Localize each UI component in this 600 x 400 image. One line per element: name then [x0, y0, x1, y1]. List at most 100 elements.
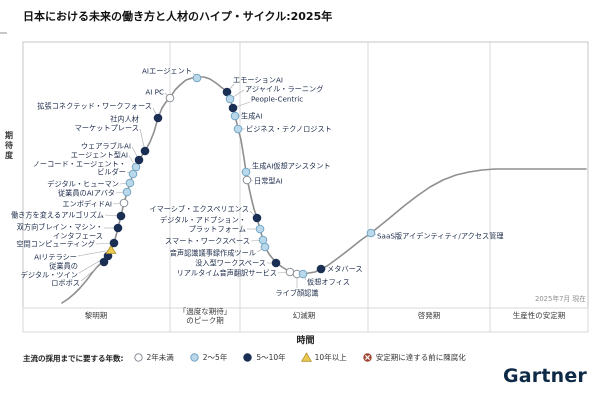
point-label: ビジネス・テクノロジスト — [246, 125, 332, 134]
point-marker-triangle — [105, 244, 117, 254]
point-marker — [109, 238, 119, 248]
point-label: エージェント型AI — [71, 151, 128, 160]
point-label: 拡張コネクテッド・ワークフォース — [37, 102, 152, 111]
phase-label: 黎明期 — [85, 310, 108, 320]
chart-title: 日本における未来の働き方と人材のハイプ・サイクル:2025年 — [23, 10, 333, 23]
legend-item-2to5: 2〜5年 — [189, 352, 228, 363]
point-marker — [271, 258, 281, 268]
point-label: AI PC — [145, 88, 164, 97]
as-of-date: 2025年7月 現在 — [535, 294, 586, 303]
point-marker — [252, 213, 262, 223]
point-label: 社内人材 — [110, 115, 139, 124]
point-label: エモーションAI — [233, 76, 283, 85]
point-label: デジタル・ヒューマン — [47, 180, 119, 189]
point-marker — [316, 264, 326, 274]
point-label: ビルダー — [97, 168, 126, 177]
point-marker — [99, 257, 109, 267]
phase-strip — [22, 307, 589, 333]
legend-item-5to10: 5〜10年 — [242, 352, 286, 363]
legend-swatch-5to10-icon — [243, 353, 253, 362]
point-marker — [153, 113, 163, 123]
y-axis-label: 度 — [5, 150, 14, 160]
point-label: デジタル・アドプション・ — [160, 216, 246, 225]
point-marker — [225, 94, 235, 104]
legend-item-lt2: 2年未満 — [133, 352, 174, 363]
phase-label: 幻滅期 — [293, 310, 316, 320]
point-label: People-Centric — [251, 95, 303, 104]
point-marker — [228, 103, 238, 113]
legend-item-obsolete: 安定期に達する前に陳腐化 — [362, 352, 466, 363]
point-marker — [140, 146, 150, 156]
hype-cycle-chart: 黎明期 「過度な期待」のピーク期 幻滅期 啓発期 生産性の安定期 2025年7月 現在 期待… — [0, 32, 589, 346]
point-marker — [119, 198, 129, 208]
circle-glyph — [133, 353, 143, 362]
point-label: ウェアラブルAI — [81, 142, 131, 151]
phase-label: 「過度な期待」 — [179, 306, 232, 316]
point-label: 双方向ブレイン・マシン・ — [17, 223, 103, 232]
point-marker — [260, 242, 270, 252]
point-label: インタフェース — [53, 232, 103, 241]
point-marker — [255, 224, 265, 234]
point-marker — [192, 73, 202, 83]
point-label: 働き方を変えるアルゴリズム — [11, 211, 104, 220]
point-marker — [230, 111, 240, 121]
point-marker — [134, 155, 144, 165]
point-marker — [113, 223, 123, 233]
point-label: ライブ顔認識 — [275, 289, 318, 298]
point-marker — [258, 235, 268, 245]
legend-label: 10年以上 — [314, 353, 347, 362]
legend-swatch-lt2-icon — [133, 353, 143, 362]
circle-glyph — [190, 353, 199, 362]
point-label: AIエージェント — [142, 67, 192, 76]
point-marker — [233, 124, 243, 134]
point-label: 音声認識議事録作成ツール — [170, 249, 256, 258]
point-marker — [116, 211, 126, 221]
point-label: 生成AI — [241, 112, 262, 121]
legend-title: 主流の採用までに要する年数: — [23, 354, 124, 363]
point-marker — [128, 169, 138, 179]
point-label: SaaS版アイデンティティ/アクセス管理 — [377, 232, 504, 241]
triangle-glyph — [300, 352, 312, 362]
point-label: マーケットプレース — [75, 124, 139, 133]
point-marker — [131, 162, 141, 172]
obsolete-x-glyph — [364, 354, 370, 361]
legend-label: 5〜10年 — [256, 353, 286, 362]
point-label: 従業員のAIアバタ — [58, 189, 115, 198]
point-marker — [122, 187, 132, 197]
x-axis-label: 時間 — [296, 334, 314, 346]
point-label: アジャイル・ラーニング — [245, 85, 323, 94]
point-marker — [125, 178, 135, 188]
point-label: 日常型AI — [254, 177, 283, 186]
phase-label: のピーク期 — [186, 316, 224, 325]
legend-items: 2年未満 2〜5年 5〜10年 10年以上 安定期に達する前に陳腐化 — [133, 352, 481, 365]
point-label: デジタル・ツイン — [21, 271, 78, 280]
y-axis-label: 待 — [4, 140, 13, 150]
y-axis-label: 期 — [5, 130, 13, 140]
point-label: 生成AI仮想アシスタント — [252, 162, 331, 171]
point-label: プラットフォーム — [189, 225, 246, 234]
point-marker — [285, 267, 295, 277]
point-label: イマーシブ・エクスペリエンス — [149, 205, 249, 214]
leader-line — [77, 249, 112, 257]
point-marker — [165, 93, 175, 103]
legend-item-gt10: 10年以上 — [300, 352, 347, 363]
legend-label: 2〜5年 — [202, 353, 228, 362]
point-marker — [241, 167, 251, 177]
phase-label: 生産性の安定期 — [513, 310, 566, 320]
legend-swatch-gt10-icon — [300, 352, 312, 362]
point-marker — [298, 269, 308, 279]
leader-line — [80, 261, 105, 282]
legend: 主流の採用までに要する年数: 2年未満 2〜5年 5〜10年 10年以上 安定期に達する… — [23, 352, 481, 365]
legend-label: 2年未満 — [146, 353, 174, 362]
point-label: 仮想オフィス — [307, 278, 350, 287]
point-label: 空間コンピューティング — [16, 240, 95, 249]
point-label: 没入型ワークスペース — [195, 259, 266, 268]
circle-glyph — [243, 353, 253, 362]
point-label: ロボボス — [51, 279, 80, 288]
point-label: スマート・ワークスペース — [165, 237, 250, 246]
point-label: 従業員の — [49, 262, 78, 271]
legend-label: 安定期に達する前に陳腐化 — [375, 353, 466, 362]
legend-swatch-obsolete-icon — [363, 353, 372, 362]
point-marker — [242, 175, 252, 185]
phase-label: 啓発期 — [418, 310, 441, 320]
